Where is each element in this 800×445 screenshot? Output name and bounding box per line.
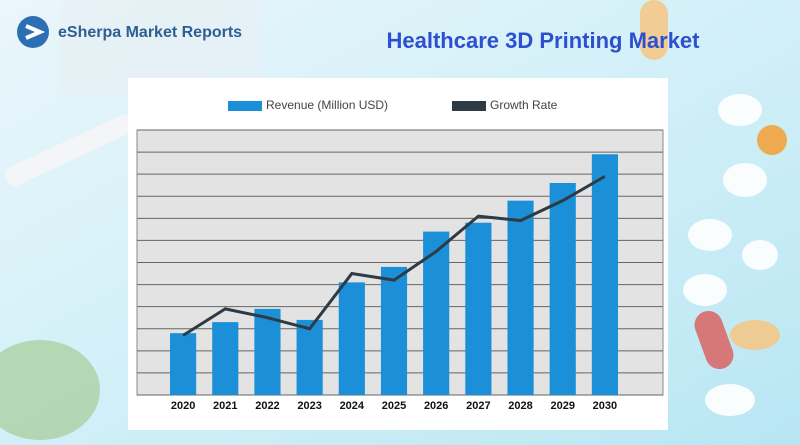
bar	[254, 308, 281, 395]
brand-name: eSherpa Market Reports	[58, 24, 242, 41]
x-tick-label: 2026	[424, 400, 448, 412]
legend-label: Revenue (Million USD)	[266, 98, 388, 112]
x-tick-label: 2024	[340, 400, 365, 412]
bar	[296, 319, 323, 395]
x-tick-label: 2025	[382, 400, 406, 412]
chart-title: Healthcare 3D Printing Market	[387, 28, 701, 53]
pill-decoration	[0, 0, 787, 440]
bar	[591, 154, 618, 395]
x-tick-label: 2021	[213, 400, 237, 412]
bar	[507, 200, 534, 395]
x-tick-label: 2030	[593, 400, 617, 412]
x-tick-label: 2020	[171, 400, 195, 412]
logo	[17, 16, 49, 48]
bar	[170, 333, 197, 395]
legend-swatch	[228, 101, 262, 111]
x-tick-label: 2028	[508, 400, 532, 412]
bar	[380, 266, 408, 395]
legend-label: Growth Rate	[490, 98, 558, 112]
x-tick-label: 2027	[466, 400, 490, 412]
bar	[212, 322, 239, 395]
x-tick-label: 2023	[297, 400, 321, 412]
bar	[465, 222, 492, 395]
x-tick-label: 2022	[255, 400, 279, 412]
bar	[549, 183, 576, 395]
x-tick-label: 2029	[550, 400, 574, 412]
bar	[338, 282, 365, 395]
growth-line	[182, 175, 606, 337]
legend-swatch	[452, 101, 486, 111]
